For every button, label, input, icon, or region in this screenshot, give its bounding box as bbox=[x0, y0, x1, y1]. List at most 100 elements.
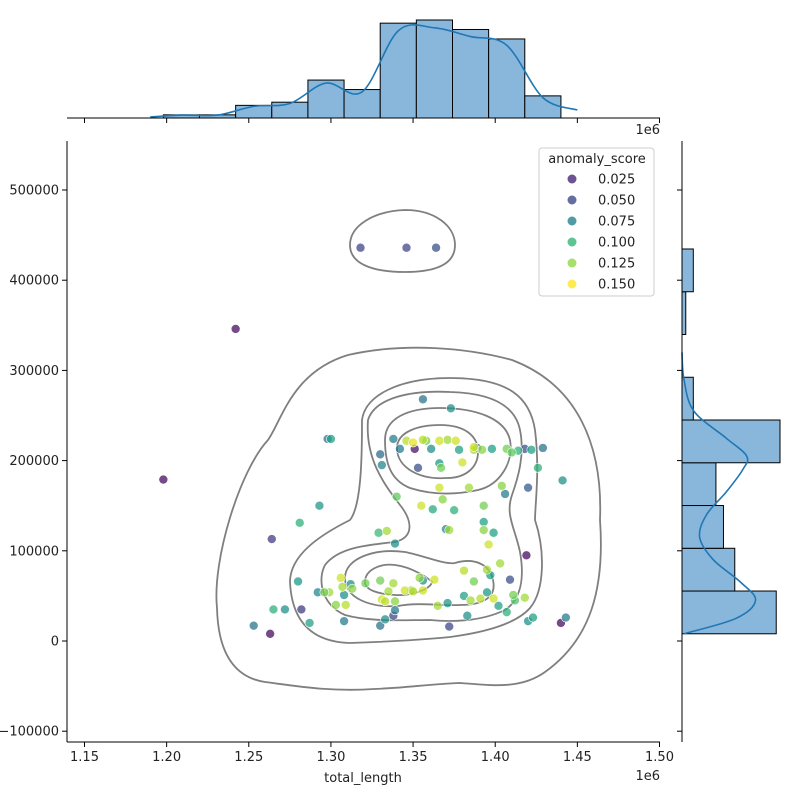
x-tick-label: 1.50 bbox=[645, 750, 674, 765]
scatter-point bbox=[347, 583, 358, 594]
x-axis-offset-label: 1e6 bbox=[635, 769, 660, 784]
top-histogram-bar bbox=[379, 22, 417, 119]
top-histogram-bar bbox=[343, 89, 381, 119]
x-tick-label: 1.45 bbox=[563, 750, 592, 765]
top-kde-curve bbox=[150, 24, 578, 118]
scatter-point bbox=[375, 449, 386, 460]
scatter-point bbox=[482, 587, 492, 598]
scatter-point bbox=[418, 394, 428, 405]
scatter-point bbox=[340, 600, 351, 610]
y-tick-label: 100000 bbox=[9, 544, 59, 559]
scatter-point bbox=[375, 620, 386, 631]
scatter-point bbox=[304, 618, 315, 628]
scatter-point bbox=[400, 585, 410, 596]
legend-marker bbox=[567, 216, 577, 226]
y-tick-label: 300000 bbox=[9, 364, 59, 379]
kde-contours bbox=[215, 209, 602, 691]
x-tick-label: 1.15 bbox=[70, 750, 99, 765]
right-histogram-bar bbox=[681, 462, 717, 507]
top-histogram-bar bbox=[307, 79, 345, 119]
top-histogram-bar bbox=[271, 101, 309, 119]
scatter-point bbox=[266, 534, 277, 544]
scatter-point bbox=[444, 525, 455, 535]
kde-contour-upper-island bbox=[349, 209, 456, 273]
scatter-point bbox=[280, 604, 290, 615]
legend-marker bbox=[567, 258, 577, 268]
scatter-point bbox=[414, 573, 425, 583]
scatter-point bbox=[383, 586, 394, 597]
legend-entries: 0.025 0.050 0.075 0.100 0.125 0.150 bbox=[567, 173, 635, 293]
scatter-point bbox=[408, 437, 418, 448]
scatter-point bbox=[381, 526, 392, 536]
scatter-point bbox=[390, 538, 400, 549]
scatter-point bbox=[380, 614, 390, 625]
scatter-point bbox=[561, 612, 571, 623]
scatter-point bbox=[459, 565, 469, 576]
legend-title: anomaly_score bbox=[548, 152, 646, 167]
top-marginal-ticks bbox=[84, 118, 660, 123]
scatter-point bbox=[528, 612, 538, 623]
y-axis-ticks: −100000 0 100000 200000 300000 400000 500000 bbox=[0, 184, 67, 740]
x-tick-label: 1.40 bbox=[481, 750, 510, 765]
scatter-points bbox=[158, 242, 571, 639]
scatter-point bbox=[416, 500, 427, 511]
scatter-point bbox=[331, 600, 341, 610]
y-tick-label: 400000 bbox=[9, 274, 59, 289]
kde-contour-level-4 bbox=[384, 407, 512, 495]
scatter-point bbox=[478, 500, 489, 511]
scatter-point bbox=[296, 604, 307, 615]
y-tick-label: −100000 bbox=[0, 725, 59, 740]
scatter-point bbox=[501, 607, 512, 617]
scatter-point bbox=[523, 482, 533, 493]
scatter-point bbox=[459, 591, 469, 601]
scatter-point bbox=[442, 435, 453, 445]
scatter-point bbox=[339, 590, 349, 600]
legend-label: 0.125 bbox=[598, 257, 635, 272]
x-tick-label: 1.30 bbox=[316, 750, 345, 765]
x-tick-label: 1.20 bbox=[152, 750, 181, 765]
scatter-point bbox=[506, 447, 517, 458]
top-histogram-bar bbox=[524, 95, 562, 119]
scatter-point bbox=[454, 444, 464, 455]
scatter-point bbox=[521, 550, 532, 561]
scatter-point bbox=[457, 457, 468, 468]
kde-contour-level-2 bbox=[289, 377, 543, 644]
scatter-point bbox=[495, 558, 505, 569]
scatter-point bbox=[373, 527, 384, 538]
legend-label: 0.075 bbox=[598, 215, 635, 230]
scatter-point bbox=[426, 444, 436, 454]
scatter-point bbox=[533, 463, 543, 473]
main-plot-area: 1.15 1.20 1.25 1.30 1.35 1.40 1.45 1.50 −100000… bbox=[0, 123, 674, 786]
right-histogram-bar bbox=[681, 248, 694, 293]
scatter-point bbox=[388, 578, 399, 589]
scatter-point bbox=[339, 616, 349, 626]
scatter-point bbox=[526, 444, 537, 455]
scatter-point bbox=[337, 582, 348, 592]
scatter-point bbox=[355, 242, 366, 253]
right-marginal-ticks bbox=[677, 189, 682, 732]
scatter-point bbox=[478, 525, 489, 535]
legend-box bbox=[538, 147, 655, 297]
kde-contour-level-1 bbox=[215, 346, 602, 691]
scatter-point bbox=[432, 601, 443, 611]
right-kde-curve bbox=[681, 352, 757, 635]
scatter-point bbox=[390, 596, 400, 607]
scatter-point bbox=[388, 434, 399, 444]
scatter-point bbox=[248, 620, 259, 631]
scatter-point bbox=[478, 517, 489, 527]
scatter-point bbox=[360, 578, 371, 589]
scatter-point bbox=[477, 444, 487, 455]
scatter-point bbox=[469, 442, 479, 452]
top-histogram-bar bbox=[488, 38, 526, 119]
scatter-point bbox=[408, 586, 418, 597]
scatter-point bbox=[442, 598, 453, 608]
scatter-point bbox=[418, 585, 428, 596]
x-tick-label: 1.35 bbox=[399, 750, 428, 765]
top-marginal-offset-label: 1e6 bbox=[635, 123, 660, 138]
scatter-point bbox=[444, 621, 455, 632]
scatter-point bbox=[483, 539, 494, 550]
scatter-point bbox=[391, 491, 402, 502]
scatter-point bbox=[401, 242, 412, 253]
right-histogram-bar bbox=[681, 590, 777, 635]
